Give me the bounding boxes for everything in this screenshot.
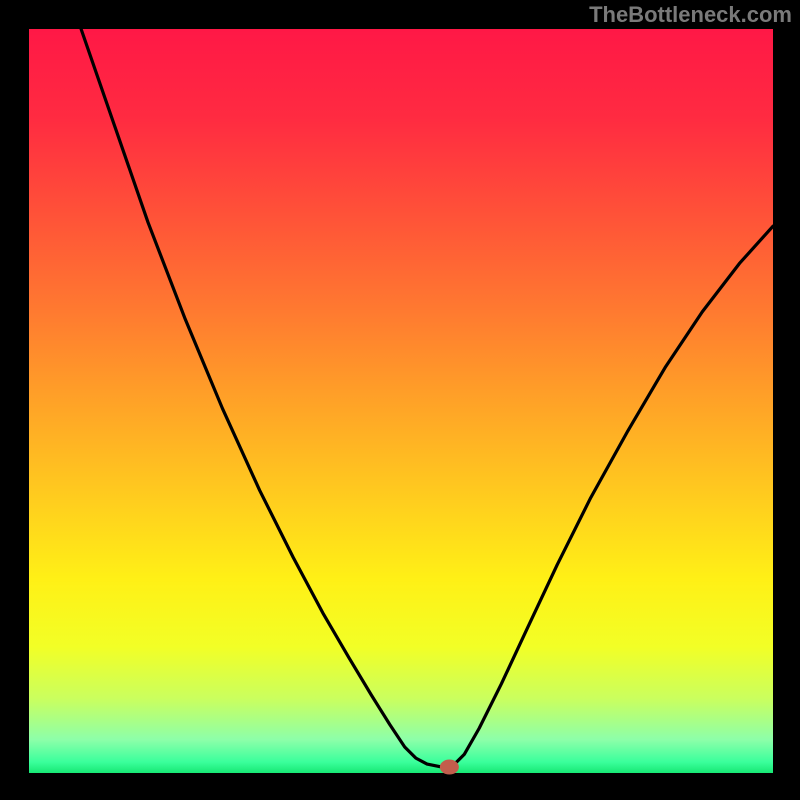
chart-root: TheBottleneck.com bbox=[0, 0, 800, 800]
bottleneck-chart bbox=[0, 0, 800, 800]
plot-background bbox=[29, 29, 773, 773]
optimal-point-marker bbox=[440, 760, 458, 774]
watermark-text: TheBottleneck.com bbox=[589, 2, 792, 28]
